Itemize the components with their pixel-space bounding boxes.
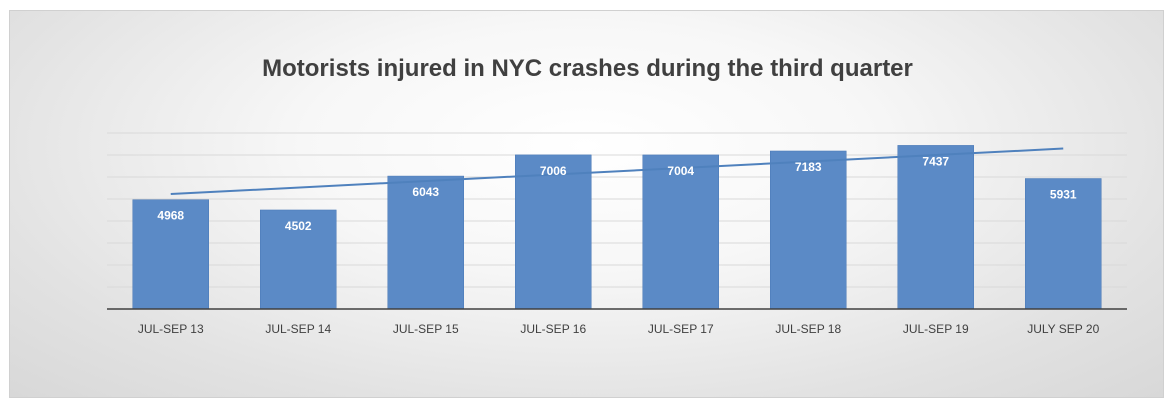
trendline-layer xyxy=(170,147,1064,196)
data-label: 7006 xyxy=(540,164,567,178)
x-tick-label: JUL-SEP 16 xyxy=(520,322,586,336)
bar xyxy=(260,209,337,310)
data-label: 7437 xyxy=(922,154,949,168)
x-tick-label: JUL-SEP 14 xyxy=(265,322,331,336)
x-axis: JUL-SEP 13 JUL-SEP 14 JUL-SEP 15 JUL-SEP 16… xyxy=(107,308,1127,336)
data-label: 7004 xyxy=(667,164,694,178)
data-label: 4502 xyxy=(285,219,312,233)
data-label: 7183 xyxy=(795,160,822,174)
data-label: 4968 xyxy=(157,209,184,223)
chart-title: Motorists injured in NYC crashes during … xyxy=(262,55,913,82)
bar xyxy=(897,145,974,310)
bar xyxy=(132,199,209,310)
bar xyxy=(770,150,847,310)
x-tick-label: JUL-SEP 13 xyxy=(138,322,204,336)
data-labels: 4968 4502 6043 7006 7004 7183 7437 5931 xyxy=(157,154,1077,233)
x-tick-label: JUL-SEP 15 xyxy=(393,322,459,336)
bars xyxy=(132,145,1102,310)
bar xyxy=(515,154,592,310)
x-tick-label: JULY SEP 20 xyxy=(1027,322,1099,336)
x-tick-label: JUL-SEP 19 xyxy=(903,322,969,336)
x-tick-label: JUL-SEP 17 xyxy=(648,322,714,336)
trendline xyxy=(170,147,1064,196)
bar xyxy=(387,175,464,310)
data-label: 6043 xyxy=(412,185,439,199)
x-tick-label: JUL-SEP 18 xyxy=(775,322,841,336)
data-label: 5931 xyxy=(1050,188,1077,202)
bar xyxy=(642,154,719,310)
bar xyxy=(1025,178,1102,310)
